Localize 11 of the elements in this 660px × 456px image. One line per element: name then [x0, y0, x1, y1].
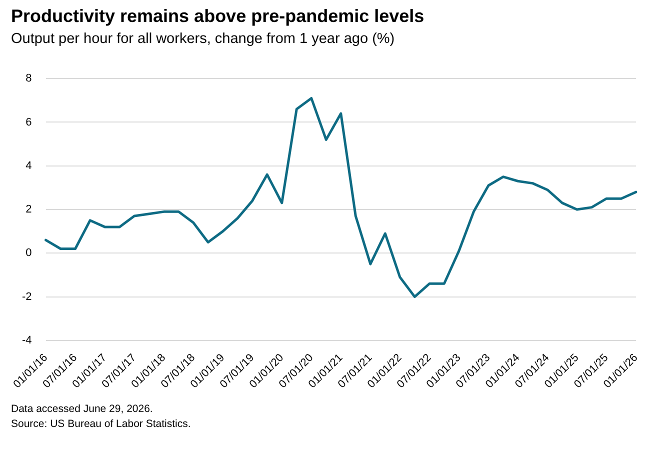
- y-tick-label: 2: [26, 204, 32, 216]
- chart-subtitle: Output per hour for all workers, change from 1 year ago (%): [11, 31, 395, 47]
- text: Data accessed June 29, 2026.: [11, 402, 154, 417]
- source-note: Source: US Bureau of Labor Statistics.: [11, 417, 191, 432]
- y-tick-label: 0: [26, 247, 32, 260]
- y-tick-label: 4: [26, 160, 32, 172]
- y-tick-label: -4: [22, 334, 32, 346]
- chart-title: Productivity remains above pre-pandemic levels: [11, 6, 424, 27]
- y-tick-label: 8: [26, 72, 32, 85]
- y-tick-label: 6: [26, 116, 32, 128]
- y-tick-label: -2: [22, 290, 32, 303]
